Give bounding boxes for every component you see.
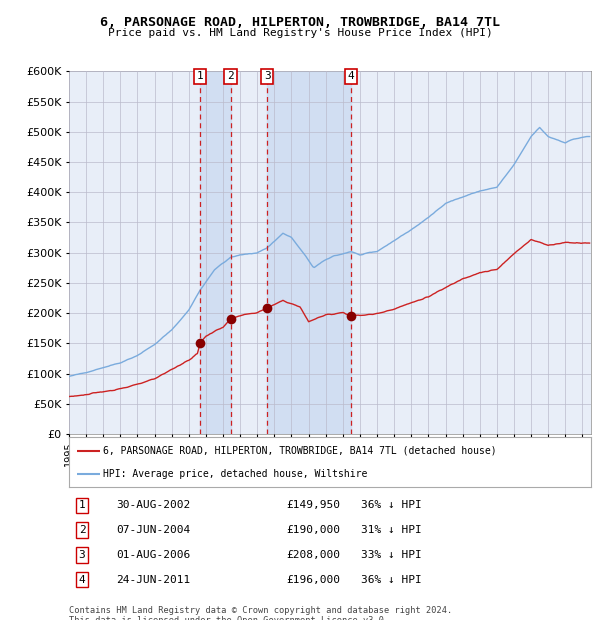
Text: £208,000: £208,000 [286, 550, 340, 560]
Text: Price paid vs. HM Land Registry's House Price Index (HPI): Price paid vs. HM Land Registry's House … [107, 28, 493, 38]
Text: 1: 1 [197, 71, 203, 81]
Text: 30-AUG-2002: 30-AUG-2002 [116, 500, 190, 510]
Text: Contains HM Land Registry data © Crown copyright and database right 2024.: Contains HM Land Registry data © Crown c… [69, 606, 452, 616]
Text: 36% ↓ HPI: 36% ↓ HPI [361, 575, 422, 585]
Bar [267, 71, 351, 434]
Text: 3: 3 [79, 550, 85, 560]
Text: 2: 2 [227, 71, 234, 81]
Text: 3: 3 [264, 71, 271, 81]
Text: £196,000: £196,000 [286, 575, 340, 585]
Text: 1: 1 [79, 500, 85, 510]
Text: 07-JUN-2004: 07-JUN-2004 [116, 525, 190, 535]
Text: 24-JUN-2011: 24-JUN-2011 [116, 575, 190, 585]
Text: £149,950: £149,950 [286, 500, 340, 510]
Text: HPI: Average price, detached house, Wiltshire: HPI: Average price, detached house, Wilt… [103, 469, 367, 479]
Bar [200, 71, 230, 434]
Text: 6, PARSONAGE ROAD, HILPERTON, TROWBRIDGE, BA14 7TL (detached house): 6, PARSONAGE ROAD, HILPERTON, TROWBRIDGE… [103, 446, 497, 456]
Text: £190,000: £190,000 [286, 525, 340, 535]
Text: 4: 4 [347, 71, 355, 81]
Text: 01-AUG-2006: 01-AUG-2006 [116, 550, 190, 560]
Text: 6, PARSONAGE ROAD, HILPERTON, TROWBRIDGE, BA14 7TL: 6, PARSONAGE ROAD, HILPERTON, TROWBRIDGE… [100, 16, 500, 29]
Text: 4: 4 [79, 575, 85, 585]
Text: 36% ↓ HPI: 36% ↓ HPI [361, 500, 422, 510]
Text: 2: 2 [79, 525, 85, 535]
Text: 33% ↓ HPI: 33% ↓ HPI [361, 550, 422, 560]
Text: 31% ↓ HPI: 31% ↓ HPI [361, 525, 422, 535]
Text: This data is licensed under the Open Government Licence v3.0.: This data is licensed under the Open Gov… [69, 616, 389, 620]
